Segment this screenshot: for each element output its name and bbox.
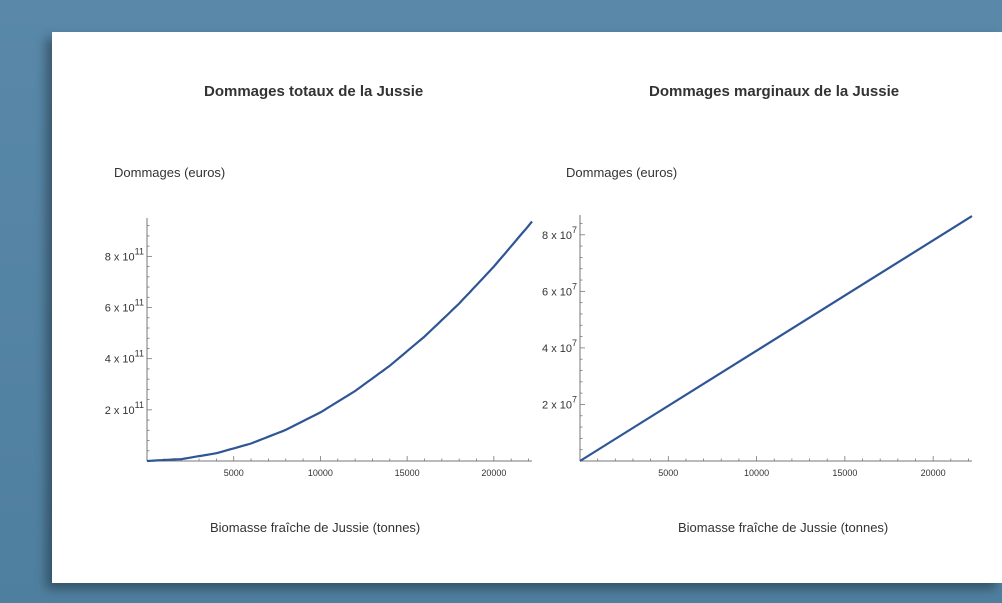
x-tick-label: 20000 (481, 468, 506, 478)
x-tick-label: 15000 (832, 468, 857, 478)
chart-title-right: Dommages marginaux de la Jussie (649, 83, 900, 100)
y-tick-label: 2 x 1011 (105, 400, 144, 417)
x-axis-label-right: Biomasse fraîche de Jussie (tonnes) (678, 520, 889, 535)
x-tick-label: 15000 (395, 468, 420, 478)
chart-panel: Dommages totaux de la Jussie Dommages ma… (52, 32, 1002, 583)
x-tick-label: 20000 (921, 468, 946, 478)
chart-title-left: Dommages totaux de la Jussie (204, 83, 424, 100)
y-tick-label: 6 x 1011 (105, 298, 144, 315)
y-tick-label: 8 x 107 (542, 225, 577, 242)
x-axis-label-left: Biomasse fraîche de Jussie (tonnes) (210, 520, 421, 535)
x-tick-label: 5000 (658, 468, 678, 478)
y-axis-label-right: Dommages (euros) (566, 165, 678, 180)
series-line (146, 220, 533, 463)
y-tick-label: 4 x 107 (542, 338, 577, 355)
y-tick-label: 2 x 107 (542, 394, 577, 411)
y-axis-label-left: Dommages (euros) (114, 165, 226, 180)
x-tick-label: 10000 (308, 468, 333, 478)
y-tick-label: 4 x 1011 (105, 349, 144, 366)
x-tick-label: 5000 (224, 468, 244, 478)
x-tick-label: 10000 (744, 468, 769, 478)
series-line (579, 215, 973, 462)
y-tick-label: 6 x 107 (542, 281, 577, 298)
y-tick-label: 8 x 1011 (105, 246, 144, 263)
